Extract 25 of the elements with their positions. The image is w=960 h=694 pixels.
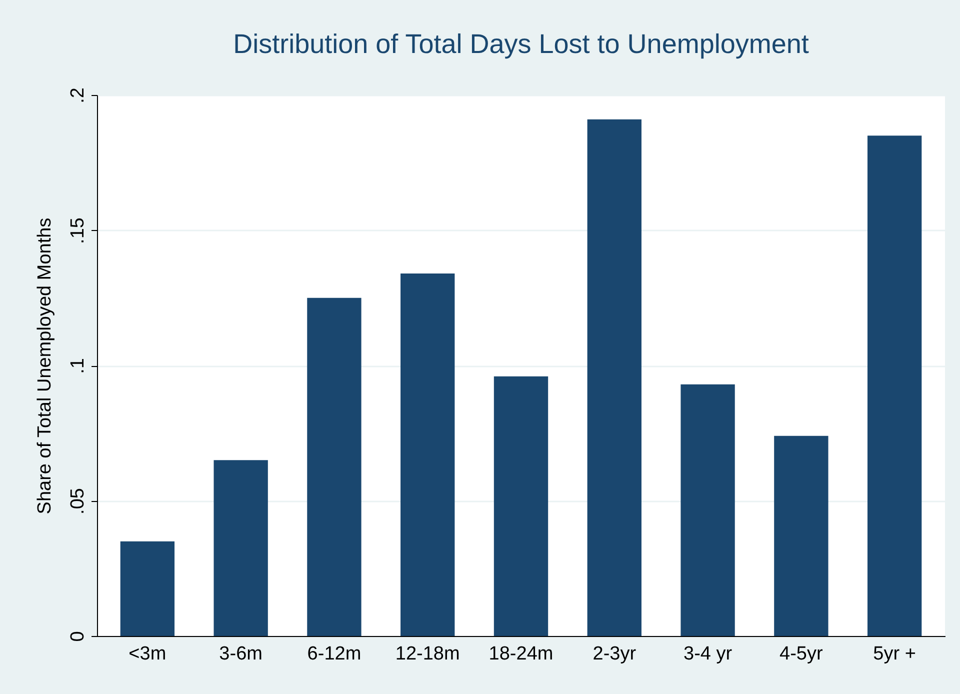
bar	[400, 274, 455, 636]
y-tick-label: .05	[68, 488, 88, 514]
bar	[867, 136, 922, 636]
bar	[587, 119, 642, 636]
y-tick-label: .15	[68, 218, 88, 244]
x-tick-label: 4-5yr	[780, 644, 824, 664]
y-tick-label: .2	[68, 88, 88, 104]
bar	[774, 436, 828, 636]
chart-title: Distribution of Total Days Lost to Unemployment	[233, 29, 810, 60]
bar	[494, 376, 548, 636]
bar	[214, 460, 268, 636]
x-tick-label: 2-3yr	[592, 644, 637, 664]
x-tick-label: 6-12m	[307, 644, 362, 664]
x-tick-label: <3m	[128, 644, 166, 664]
y-tick-label: 0	[68, 631, 88, 642]
x-tick-label: 3-4 yr	[683, 644, 733, 664]
x-tick-label: 12-18m	[395, 644, 460, 664]
x-tick-label: 3-6m	[219, 644, 262, 664]
y-tick-label: .1	[68, 358, 88, 374]
x-tick-label: 5yr +	[873, 644, 916, 664]
bar	[307, 298, 362, 636]
bar	[680, 384, 735, 636]
x-tick-label: 18-24m	[488, 644, 554, 664]
y-axis-title: Share of Total Unemployed Months	[34, 218, 56, 514]
bar	[120, 541, 175, 636]
